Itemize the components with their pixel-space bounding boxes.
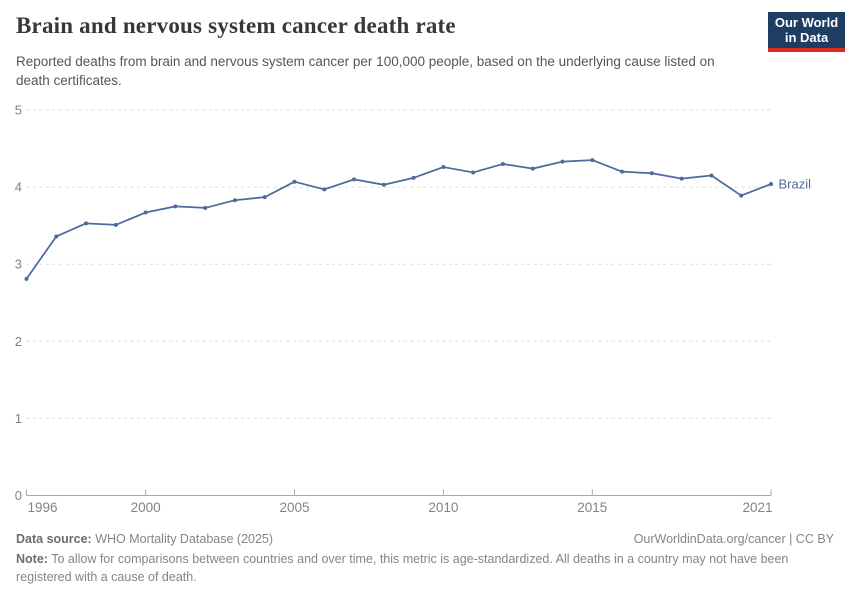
series-point <box>352 177 357 182</box>
series-end-label: Brazil <box>779 177 812 192</box>
series-point <box>530 166 535 171</box>
x-tick-label: 1996 <box>28 500 58 515</box>
series-point <box>649 171 654 176</box>
y-tick-label: 3 <box>15 257 22 272</box>
series-point <box>203 205 208 210</box>
series-point <box>262 195 267 200</box>
page-title: Brain and nervous system cancer death ra… <box>16 13 456 38</box>
y-tick-label: 0 <box>15 488 22 503</box>
series-point <box>24 276 29 281</box>
series-point <box>471 170 476 175</box>
series-point <box>322 187 327 192</box>
x-tick-label: 2021 <box>742 500 772 515</box>
series-point <box>590 158 595 163</box>
series-point <box>173 204 178 209</box>
chart-note: Note: To allow for comparisons between c… <box>16 551 834 586</box>
owid-logo-line1: Our World <box>774 14 839 30</box>
owid-logo-line2: in Data <box>784 30 829 45</box>
y-tick-label: 2 <box>15 334 22 349</box>
series-point <box>441 165 446 170</box>
data-source: Data source: WHO Mortality Database (202… <box>16 531 273 548</box>
data-source-text: WHO Mortality Database (2025) <box>91 532 274 546</box>
series-point <box>709 173 714 178</box>
series-point <box>739 193 744 198</box>
series-point <box>769 182 773 187</box>
line-chart: 0 1 2 3 4 5 1996 2000 2005 2010 2015 2021 Brazil <box>15 103 812 516</box>
x-tick-label: 2010 <box>428 500 458 515</box>
data-source-label: Data source: <box>16 532 92 546</box>
series-point <box>679 176 684 181</box>
series-point <box>620 169 625 174</box>
chart-subtitle: Reported deaths from brain and nervous s… <box>16 54 715 89</box>
x-tick-label: 2015 <box>577 500 607 515</box>
series-point <box>54 234 59 239</box>
owid-logo: Our World in Data <box>768 12 845 52</box>
x-tick-label: 2000 <box>131 500 161 515</box>
y-tick-label: 5 <box>15 103 22 118</box>
series-point <box>500 161 505 166</box>
license-attribution: OurWorldinData.org/cancer | CC BY <box>633 532 834 546</box>
series-point <box>232 198 237 203</box>
x-tick-label: 2005 <box>279 500 309 515</box>
series-line-brazil <box>25 159 772 280</box>
y-tick-label: 4 <box>15 180 22 195</box>
series-point <box>560 159 565 164</box>
series-point <box>411 175 416 180</box>
y-tick-label: 1 <box>15 411 22 426</box>
series-point <box>292 179 297 184</box>
note-text: To allow for comparisons between countri… <box>16 552 789 584</box>
chart-footer: Data source: WHO Mortality Database (202… <box>16 531 834 586</box>
series-point <box>143 210 148 215</box>
series-point <box>84 221 89 226</box>
series-point <box>381 182 386 187</box>
series-point <box>113 222 118 227</box>
note-label: Note: <box>16 552 48 567</box>
